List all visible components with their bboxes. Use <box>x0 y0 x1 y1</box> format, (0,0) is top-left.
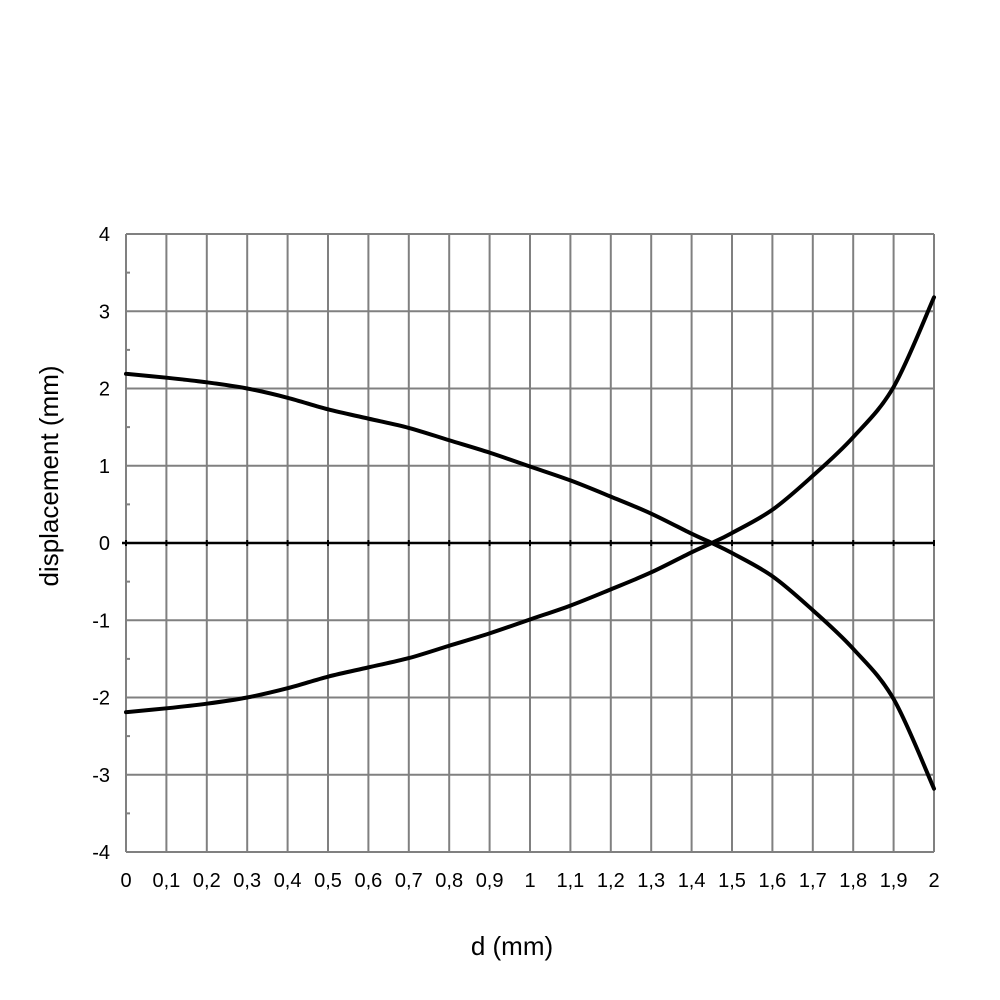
x-tick-label: 1,2 <box>597 870 625 892</box>
y-tick-labels: 4 3 2 1 0 -1 -2 -3 -4 <box>92 224 110 864</box>
x-tick-label: 1,1 <box>556 870 584 892</box>
x-tick-label: 0,4 <box>274 870 302 892</box>
x-tick-label: 0,5 <box>314 870 342 892</box>
y-tick-label: 0 <box>99 533 110 555</box>
y-axis-label: displacement (mm) <box>34 365 64 586</box>
x-tick-label: 0,7 <box>395 870 423 892</box>
y-tick-label: 3 <box>99 301 110 323</box>
x-axis-label: d (mm) <box>471 931 553 961</box>
x-tick-label: 1,5 <box>718 870 746 892</box>
x-tick-label: 1 <box>524 870 535 892</box>
series-line-2 <box>124 295 936 715</box>
series-layer <box>124 295 936 791</box>
y-tick-label: -2 <box>92 688 110 710</box>
x-tick-label: 1,7 <box>799 870 827 892</box>
x-tick-label: 0,9 <box>476 870 504 892</box>
x-tick-label: 1,9 <box>880 870 908 892</box>
x-tick-label: 1,4 <box>678 870 706 892</box>
y-tick-label: -3 <box>92 765 110 787</box>
x-tick-labels: 0 0,1 0,2 0,3 0,4 0,5 0,6 0,7 0,8 0,9 1 1,1 1,2 1,3 1,… <box>120 870 939 892</box>
x-tick-label: 1,6 <box>758 870 786 892</box>
y-tick-label: -4 <box>92 842 110 864</box>
series-line-1 <box>124 371 936 791</box>
y-tick-label: -1 <box>92 610 110 632</box>
x-tick-label: 1,3 <box>637 870 665 892</box>
x-tick-label: 0,2 <box>193 870 221 892</box>
x-tick-label: 1,8 <box>839 870 867 892</box>
y-tick-label: 2 <box>99 379 110 401</box>
y-tick-label: 1 <box>99 456 110 478</box>
x-tick-label: 0,1 <box>152 870 180 892</box>
x-tick-label: 0,6 <box>354 870 382 892</box>
y-axis-minor-ticks <box>126 271 130 815</box>
y-tick-label: 4 <box>99 224 110 246</box>
x-tick-label: 2 <box>928 870 939 892</box>
x-tick-label: 0 <box>120 870 131 892</box>
x-tick-label: 0,8 <box>435 870 463 892</box>
x-tick-label: 0,3 <box>233 870 261 892</box>
